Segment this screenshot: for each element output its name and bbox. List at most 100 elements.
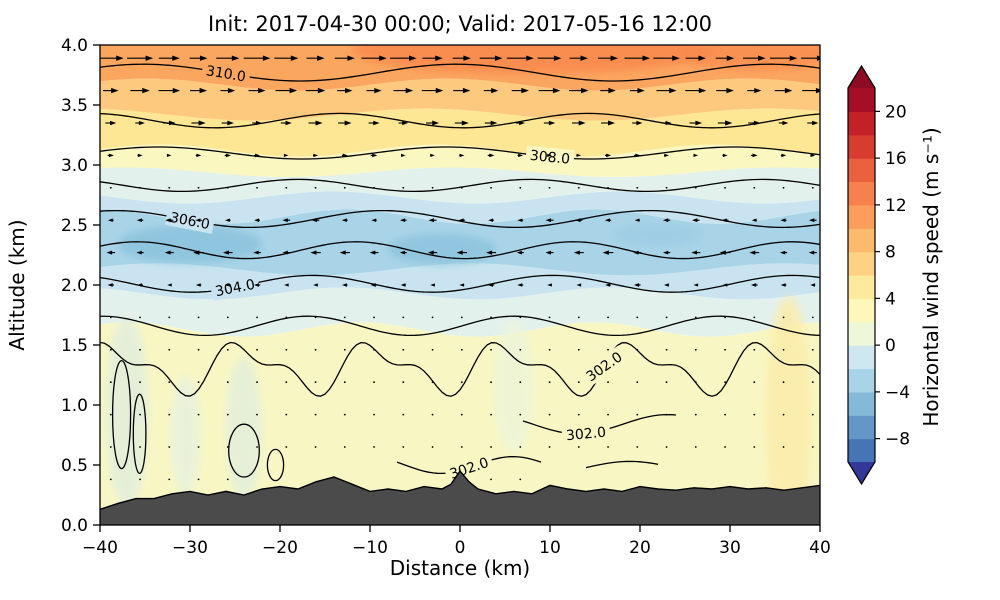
fill-band: [100, 287, 820, 337]
wind-dot: [460, 316, 463, 319]
wind-dot: [285, 446, 288, 448]
wind-arrow-head: [691, 250, 698, 255]
wind-dot: [197, 381, 200, 384]
wind-dot: [314, 446, 317, 448]
wind-dot: [519, 186, 522, 189]
x-tick-label: 20: [629, 538, 651, 558]
contour-label-text: 302.0: [565, 425, 606, 445]
wind-arrow-head: [196, 153, 202, 158]
plot-title: Init: 2017-04-30 00:00; Valid: 2017-05-1…: [208, 12, 712, 36]
wind-dot: [168, 381, 171, 384]
fill-band: [100, 191, 820, 224]
wind-dot: [139, 381, 141, 384]
wind-dot: [402, 186, 405, 189]
wind-arrow-head: [193, 250, 200, 255]
colorbar-segment: [848, 111, 875, 136]
colorbar-tick-label: 20: [885, 102, 907, 122]
wind-arrow-head: [138, 120, 145, 126]
wind-dot: [431, 413, 434, 416]
wind-dot: [109, 186, 112, 189]
wind-dot: [256, 316, 258, 319]
wind-arrow-head: [435, 55, 443, 61]
wind-arrow-head: [258, 87, 266, 94]
fill-blob: [226, 357, 262, 501]
wind-arrow-head: [198, 120, 206, 126]
wind-arrow-head: [553, 55, 562, 61]
fill-blob: [388, 233, 496, 265]
wind-arrow-head: [402, 120, 409, 126]
wind-dot: [139, 186, 141, 189]
wind-dot: [490, 478, 492, 481]
wind-dot: [109, 348, 112, 351]
y-tick-label: 1.0: [61, 396, 88, 416]
y-axis-label: Altitude (km): [5, 219, 29, 350]
wind-arrow-head: [284, 283, 289, 287]
wind-dot: [607, 413, 609, 416]
terrain-layer: [100, 469, 820, 525]
wind-arrow-head: [664, 283, 669, 287]
colorbar-segment: [848, 228, 875, 253]
wind-arrow-head: [606, 153, 612, 158]
wind-dot: [197, 186, 200, 189]
wind-arrow-head: [637, 87, 645, 94]
wind-arrow-head: [698, 55, 706, 61]
wind-arrow-head: [172, 55, 180, 61]
y-tick-label: 4.0: [61, 36, 88, 56]
wind-arrow-head: [456, 250, 463, 255]
fill-band: [100, 144, 820, 177]
wind-dot: [694, 186, 697, 189]
wind-arrow-head: [399, 250, 406, 255]
wind-arrow-head: [576, 153, 582, 158]
wind-arrow-head: [313, 283, 318, 287]
wind-arrow-head: [578, 120, 586, 126]
wind-arrow-head: [317, 55, 325, 61]
wind-arrow-head: [780, 218, 786, 222]
wind-arrow-head: [345, 87, 353, 94]
wind-dot: [811, 348, 814, 351]
wind-arrow-head: [816, 55, 820, 61]
y-tick-label: 2.0: [61, 276, 88, 296]
wind-dot: [373, 413, 375, 416]
colorbar-segment: [848, 88, 875, 112]
wind-arrow-head: [106, 250, 113, 255]
wind-arrow-head: [427, 250, 434, 255]
wind-arrow-head: [339, 250, 346, 255]
contour-label: 310.0: [200, 60, 252, 87]
wind-dot: [490, 348, 492, 351]
wind-dot: [285, 413, 288, 416]
wind-arrow-head: [758, 55, 766, 61]
colorbar-tick-label: −8: [885, 430, 910, 450]
wind-arrow-head: [751, 218, 757, 222]
wind-arrow-head: [573, 250, 580, 255]
wind-dot: [226, 381, 229, 384]
contour-label: 308.0: [525, 145, 575, 169]
colorbar-tick-label: 0: [885, 336, 896, 356]
wind-arrow-head: [693, 283, 699, 287]
wind-dot: [607, 381, 609, 384]
wind-dot: [724, 316, 726, 319]
wind-dot: [811, 381, 814, 384]
colorbar: −8 −4 0 4 8 12 16 20: [847, 64, 910, 486]
wind-arrow-head: [342, 283, 347, 287]
wind-dot: [314, 348, 317, 351]
wind-dot: [724, 413, 726, 416]
wind-dot: [548, 348, 551, 351]
wind-arrow-head: [517, 218, 523, 222]
wind-dot: [490, 413, 492, 416]
wind-dot: [109, 478, 112, 481]
wind-arrow-head: [810, 153, 816, 158]
wind-arrow-head: [669, 87, 677, 94]
wind-arrow-head: [491, 88, 499, 94]
fill-blob: [613, 222, 703, 247]
wind-arrow-head: [487, 283, 493, 287]
x-tick-label: 10: [539, 538, 561, 558]
y-tick-label: 3.0: [61, 156, 88, 176]
contour-label-bg: [525, 145, 575, 169]
wind-dot: [724, 381, 726, 384]
wind-speed-anomaly-layer: [105, 45, 820, 525]
wind-arrow-head: [461, 120, 469, 126]
wind-arrow-head: [547, 153, 552, 158]
wind-dot: [694, 316, 697, 319]
contour-loop: [266, 448, 285, 482]
wind-dot: [343, 446, 346, 448]
